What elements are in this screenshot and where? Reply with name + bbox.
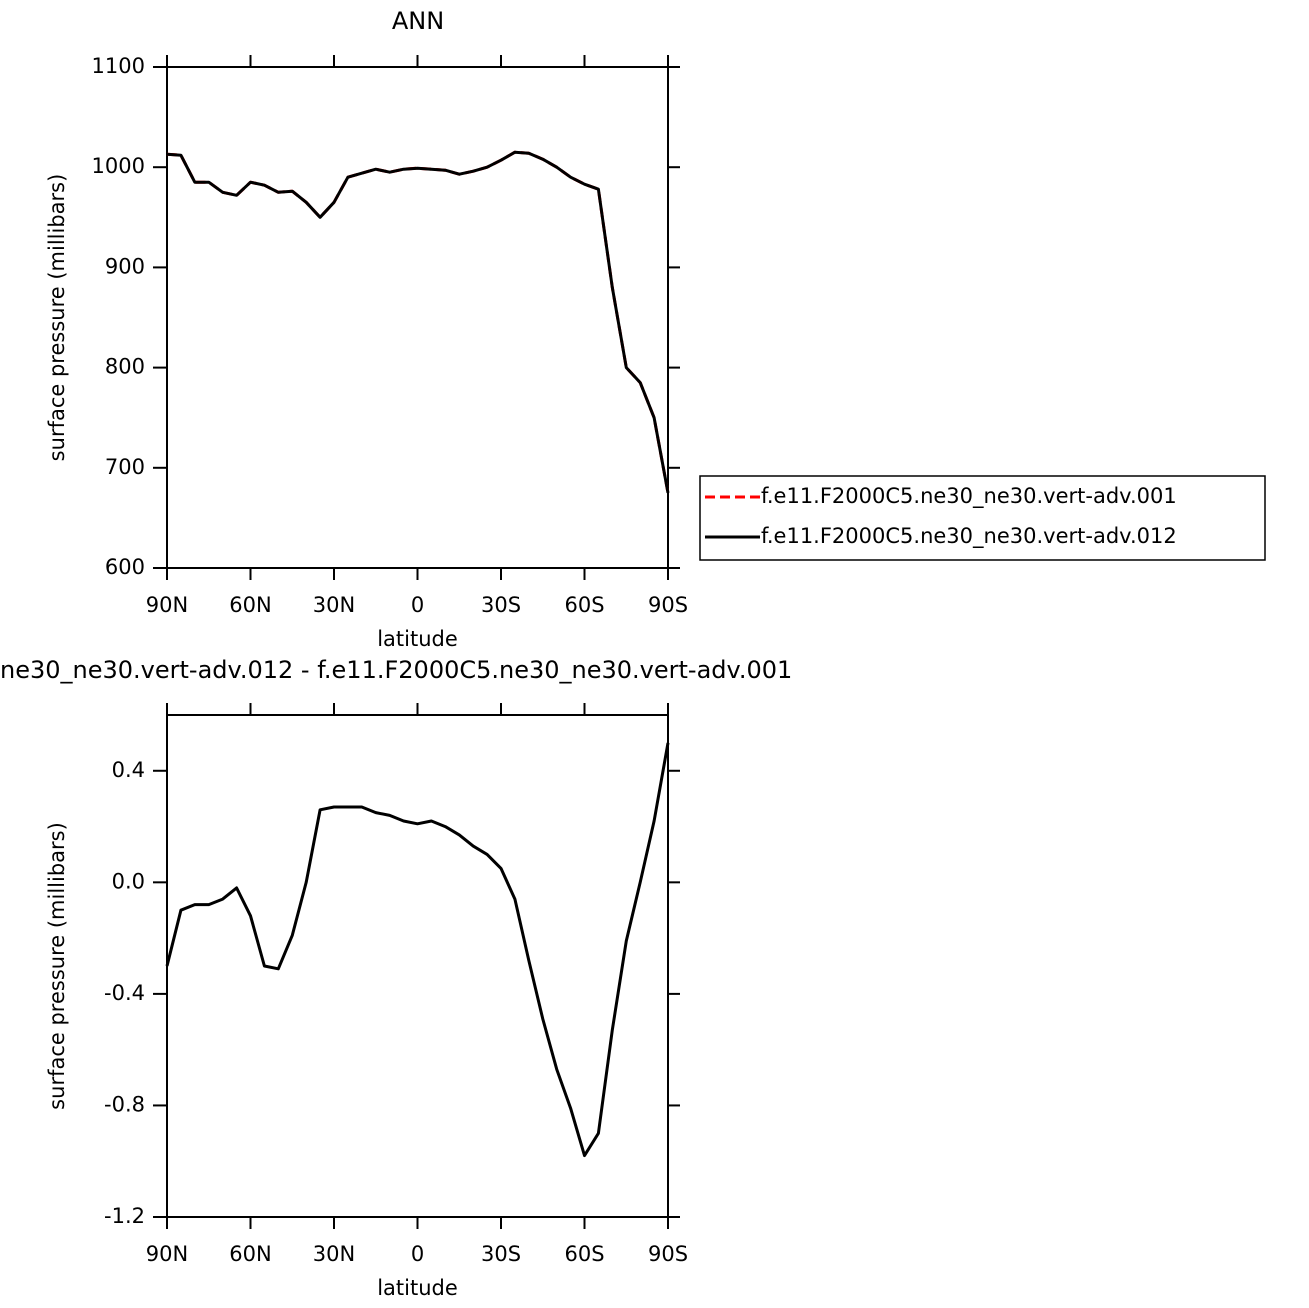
x-tick-label: 90N: [146, 1242, 188, 1266]
chart-title: ne30_ne30.vert-adv.012 - f.e11.F2000C5.n…: [0, 656, 792, 684]
y-tick-label: 0.4: [112, 758, 145, 782]
x-tick-label: 90N: [146, 593, 188, 617]
legend-label: f.e11.F2000C5.ne30_ne30.vert-adv.012: [761, 524, 1177, 549]
y-axis-label: surface pressure (millibars): [45, 174, 69, 462]
y-tick-label: -0.4: [104, 981, 145, 1005]
x-tick-label: 0: [411, 1242, 424, 1266]
x-tick-label: 90S: [648, 1242, 688, 1266]
x-tick-label: 60S: [564, 1242, 604, 1266]
y-tick-label: 1100: [92, 54, 145, 78]
y-tick-label: 1000: [92, 154, 145, 178]
series-line: [166, 150, 670, 494]
x-tick-label: 30S: [481, 593, 521, 617]
y-tick-label: -0.8: [104, 1092, 145, 1116]
x-tick-label: 60N: [229, 1242, 271, 1266]
series-line: [166, 150, 670, 494]
legend-label: f.e11.F2000C5.ne30_ne30.vert-adv.001: [761, 484, 1177, 509]
x-tick-label: 30N: [313, 1242, 355, 1266]
x-tick-label: 90S: [648, 593, 688, 617]
x-tick-label: 0: [411, 593, 424, 617]
series-line: [165, 742, 670, 1158]
chart-title: ANN: [392, 7, 444, 35]
y-tick-label: 800: [105, 355, 145, 379]
y-axis-label: surface pressure (millibars): [45, 822, 69, 1110]
plot-frame: [166, 66, 669, 569]
x-tick-label: 30S: [481, 1242, 521, 1266]
x-axis-label: latitude: [377, 1276, 458, 1300]
y-tick-label: 700: [105, 455, 145, 479]
y-tick-label: 900: [105, 254, 145, 278]
legend-box: [699, 475, 1266, 561]
x-axis-label: latitude: [377, 627, 458, 651]
y-tick-label: -1.2: [104, 1204, 145, 1228]
x-tick-label: 60N: [229, 593, 271, 617]
y-tick-label: 600: [105, 555, 145, 579]
y-tick-label: 0.0: [112, 869, 145, 893]
x-tick-label: 30N: [313, 593, 355, 617]
x-tick-label: 60S: [564, 593, 604, 617]
